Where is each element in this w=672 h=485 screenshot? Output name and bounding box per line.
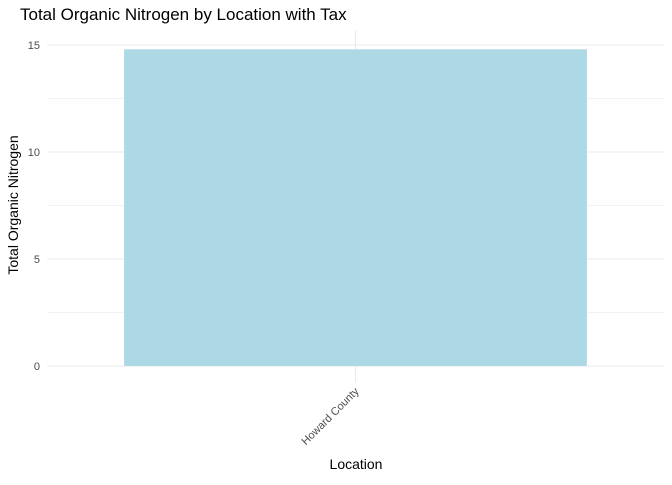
x-tick-label: Howard County (300, 385, 362, 447)
y-tick-label: 0 (34, 361, 40, 373)
x-axis-label: Location (330, 456, 383, 472)
bar (124, 49, 587, 366)
y-axis-ticks: 0 5 10 15 (28, 40, 40, 373)
y-tick-label: 10 (28, 147, 40, 159)
x-axis-ticks: Howard County (300, 385, 362, 447)
y-axis-label: Total Organic Nitrogen (5, 135, 21, 274)
bar-series (124, 49, 587, 366)
chart-title: Total Organic Nitrogen by Location with … (20, 5, 347, 24)
y-tick-label: 15 (28, 40, 40, 52)
y-tick-label: 5 (34, 254, 40, 266)
